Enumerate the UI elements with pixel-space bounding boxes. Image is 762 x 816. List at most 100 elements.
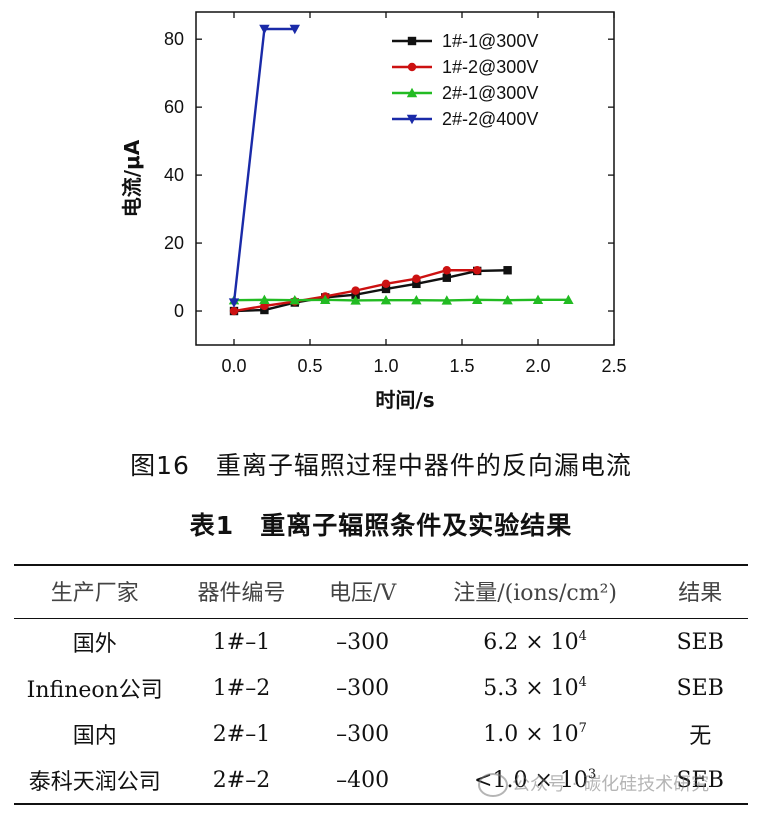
cell-result: SEB <box>652 757 748 805</box>
results-table: 生产厂家 器件编号 电压/V 注量/(ions/cm²) 结果 国外 1#–1 … <box>14 564 748 805</box>
data-point <box>441 295 452 305</box>
data-point <box>380 294 392 305</box>
y-tick-label: 20 <box>164 233 184 253</box>
legend-label: 2#-2@400V <box>442 109 538 129</box>
fluence-base: 6.2 × 10 <box>483 630 579 655</box>
data-point <box>473 266 482 275</box>
fluence-exponent: 4 <box>578 675 587 690</box>
fluence-exponent: 7 <box>578 721 587 736</box>
x-tick-label: 2.5 <box>601 356 626 376</box>
fluence-exponent: 3 <box>587 767 597 782</box>
x-tick-label: 0.5 <box>297 356 322 376</box>
x-tick-label: 0.0 <box>221 356 246 376</box>
series-2-2-400v <box>228 24 300 308</box>
figure-number: 图16 <box>130 451 190 480</box>
header-fluence: 注量/(ions/cm²) <box>417 564 653 619</box>
data-point <box>351 286 360 295</box>
data-point <box>229 306 239 316</box>
cell-device: 2#–1 <box>212 721 271 747</box>
data-point <box>289 294 300 305</box>
data-point <box>412 274 421 283</box>
cell-result: SEB <box>676 629 724 655</box>
y-tick-label: 60 <box>164 97 184 117</box>
cell-voltage: –300 <box>336 721 390 747</box>
cell-fluence: 1.0 × 107 <box>418 711 653 757</box>
header-result: 结果 <box>652 564 748 619</box>
table-number: 表1 <box>189 511 235 540</box>
x-tick-label: 1.0 <box>373 356 398 376</box>
data-point <box>228 298 240 308</box>
legend-marker <box>406 87 418 98</box>
fluence-base: <1.0 × 10 <box>474 768 588 793</box>
legend-item: 1#-2@300V <box>392 57 538 77</box>
data-point <box>320 294 331 305</box>
axes: 0.0 0.5 1.0 1.5 2.0 2.5 0 20 40 60 80 时间/s 电流/μA <box>120 11 627 412</box>
cell-maker: 国内 <box>72 724 117 749</box>
cell-device: 1#–2 <box>212 675 271 701</box>
table-row: 国内 2#–1 –300 1.0 × 107 无 <box>14 711 748 757</box>
legend-item: 2#-1@300V <box>392 83 538 103</box>
data-point <box>381 284 391 294</box>
data-point <box>532 294 544 305</box>
cell-result: SEB <box>676 675 724 701</box>
data-point <box>412 279 421 289</box>
y-tick-label: 40 <box>164 165 184 185</box>
series-line <box>233 298 569 302</box>
data-point <box>503 266 512 275</box>
legend-marker <box>406 114 418 125</box>
legend: 1#-1@300V 1#-2@300V 2#-1@300V 2#-2@400V <box>392 31 538 129</box>
cell-result: 无 <box>689 724 712 749</box>
legend-marker <box>407 62 417 72</box>
series-2-1-300v <box>228 294 574 305</box>
series-1-2-300v <box>229 266 482 316</box>
header-voltage: 电压/V <box>307 564 418 619</box>
data-point <box>472 294 483 305</box>
fluence-exponent: 4 <box>578 629 587 644</box>
plot-frame <box>195 11 615 346</box>
header-maker: 生产厂家 <box>14 564 176 619</box>
x-tick-label: 1.5 <box>449 356 474 376</box>
y-tick-label: 0 <box>174 301 184 321</box>
data-point <box>259 24 270 35</box>
table-row: 国外 1#–1 –300 6.2 × 104 SEB <box>14 619 748 666</box>
series-layer <box>228 24 574 316</box>
data-point <box>259 294 270 305</box>
cell-device: 1#–1 <box>212 629 271 655</box>
data-point <box>289 24 300 35</box>
table-header-row: 生产厂家 器件编号 电压/V 注量/(ions/cm²) 结果 <box>14 564 748 619</box>
data-point <box>350 295 361 305</box>
cell-fluence: 6.2 × 104 <box>418 619 653 666</box>
table-row: Infineon公司 1#–2 –300 5.3 × 104 SEB <box>14 665 748 711</box>
data-point <box>381 279 391 289</box>
legend-label: 1#-2@300V <box>442 57 538 77</box>
header-device: 器件编号 <box>175 564 308 619</box>
cell-maker: 国外 <box>72 632 117 657</box>
cell-fluence: 5.3 × 104 <box>418 665 653 711</box>
legend-label: 2#-1@300V <box>442 83 538 103</box>
cell-voltage: –300 <box>336 629 390 655</box>
data-point <box>442 266 451 275</box>
cell-maker: 泰科天润公司 <box>14 757 176 805</box>
table-caption: 表1 重离子辐照条件及实验结果 <box>0 506 762 542</box>
leakage-current-chart: 0.0 0.5 1.0 1.5 2.0 2.5 0 20 40 60 80 时间/s 电流/μA 1#-… <box>120 11 627 412</box>
x-tick-label: 2.0 <box>525 356 550 376</box>
figure-caption: 图16 重离子辐照过程中器件的反向漏电流 <box>0 446 762 482</box>
cell-voltage: –400 <box>307 757 418 805</box>
table-row: 泰科天润公司 2#–2 –400 <1.0 × 103 SEB <box>14 757 748 805</box>
fluence-base: 5.3 × 10 <box>483 676 579 701</box>
fluence-base: 1.0 × 10 <box>483 722 579 747</box>
data-point <box>563 294 574 305</box>
cell-device: 2#–2 <box>175 757 308 805</box>
data-point <box>442 273 451 282</box>
series-line <box>233 269 508 313</box>
legend-marker <box>407 36 417 46</box>
x-axis-label: 时间/s <box>375 388 434 412</box>
legend-item: 2#-2@400V <box>392 109 538 129</box>
figure-title: 重离子辐照过程中器件的反向漏电流 <box>215 451 632 480</box>
y-tick-label: 80 <box>164 29 184 49</box>
data-point <box>502 294 513 305</box>
legend-label: 1#-1@300V <box>442 31 538 51</box>
y-axis-label: 电流/μA <box>120 139 144 217</box>
table-title: 重离子辐照条件及实验结果 <box>260 511 573 540</box>
legend-item: 1#-1@300V <box>392 31 538 51</box>
